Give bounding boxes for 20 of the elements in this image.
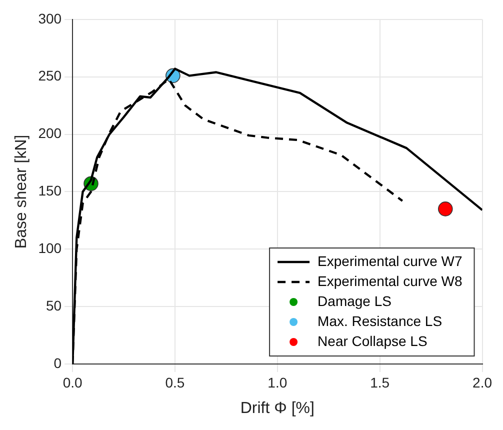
y-tick-label: 50 [46,297,62,314]
x-tick-label: 1.5 [370,374,390,390]
y-tick-label: 250 [38,68,62,84]
y-axis-title: Base shear [kN] [13,134,30,249]
point [438,202,453,216]
x-tick-label: 1.0 [268,374,288,390]
x-tick-label: 2.0 [472,374,492,390]
legend-label: Damage LS [318,292,392,309]
y-tick-label: 100 [38,240,62,256]
legend-label: Near Collapse LS [318,332,428,349]
x-axis-title: Drift Φ [%] [240,400,314,417]
x-tick-label: 0.0 [62,374,82,390]
y-tick-label: 200 [38,125,62,142]
y-tick-label: 300 [38,10,62,26]
legend-label: Max. Resistance LS [318,312,442,329]
legend-label: Experimental curve W8 [318,272,462,289]
legend-label: Experimental curve W7 [318,252,462,269]
x-tick-label: 0.5 [165,374,185,390]
y-tick-label: 150 [38,182,62,199]
y-tick-label: 0 [54,354,62,371]
